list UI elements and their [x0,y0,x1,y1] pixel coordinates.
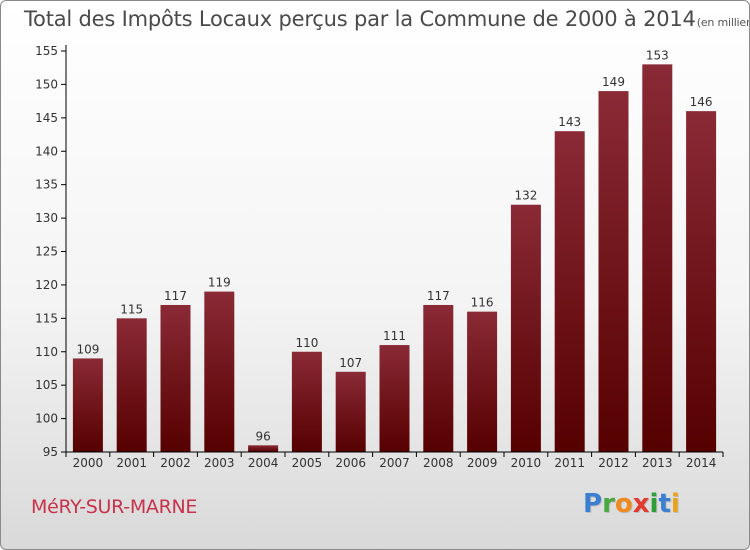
bar-2008 [423,304,454,452]
brand-letter: i [649,489,659,519]
chart-title-text: Total des Impôts Locaux perçus par la Co… [24,7,696,31]
y-tick-label: 135 [35,178,58,192]
bar-value-label: 111 [383,329,406,343]
bar-value-label: 109 [76,342,99,356]
brand-letter: i [670,489,680,519]
x-tick-label: 2004 [248,456,279,470]
x-tick-label: 2005 [292,456,323,470]
y-tick-label: 155 [35,44,58,58]
bar-value-label: 96 [255,429,270,443]
brand-letter: x [632,489,650,519]
x-tick-label: 2003 [204,456,235,470]
x-tick-label: 2010 [511,456,542,470]
y-tick-label: 150 [35,77,58,91]
bar-value-label: 110 [295,336,318,350]
bar-value-label: 153 [646,48,669,62]
bar-2012 [598,91,629,452]
x-tick-label: 2009 [467,456,498,470]
y-tick-label: 105 [35,378,58,392]
x-tick-label: 2001 [116,456,147,470]
bar-2010 [510,204,541,452]
x-tick-label: 2007 [379,456,410,470]
y-tick-label: 125 [35,245,58,259]
bars: 109 115 117 119 96 110 107 111 117 116 132 143 149 15… [72,48,717,453]
bar-value-label: 116 [471,296,494,310]
bar-value-label: 115 [120,302,143,316]
y-tick-label: 95 [43,445,58,459]
x-tick-label: 2006 [335,456,366,470]
bar-2006 [335,371,366,452]
commune-name: MéRY-SUR-MARNE [31,496,198,518]
x-tick-label: 2002 [160,456,191,470]
x-tick-label: 2013 [642,456,673,470]
x-tick-label: 2000 [73,456,104,470]
brand-letter: o [614,489,633,519]
y-axis: 95 100 105 110 115 120 125 130 135 140 145 150 155 [35,44,67,459]
bar-2005 [291,351,322,452]
bar-2013 [642,64,673,452]
x-tick-label: 2008 [423,456,454,470]
y-tick-label: 100 [35,412,58,426]
y-tick-label: 115 [35,311,58,325]
bar-2002 [160,304,191,452]
bar-2001 [116,318,147,452]
bar-value-label: 117 [164,289,187,303]
brand-letter: t [658,489,671,519]
brand-letter: P [583,489,603,519]
bar-value-label: 117 [427,289,450,303]
chart-title: Total des Impôts Locaux perçus par la Co… [24,7,750,31]
bar-value-label: 143 [558,115,581,129]
brand-logo: Proxiti [583,489,680,519]
y-tick-label: 140 [35,144,58,158]
bar-2007 [379,345,410,452]
bar-2011 [554,131,585,452]
y-tick-label: 130 [35,211,58,225]
x-axis: 2000 2001 2002 2003 2004 2005 2006 2007 2008 2009… [65,451,724,470]
y-tick-label: 120 [35,278,58,292]
chart-unit-label: (en milliers d'€) [696,16,750,29]
bar-value-label: 146 [690,95,713,109]
bar-2004 [248,445,279,452]
y-tick-label: 110 [35,345,58,359]
bar-value-label: 107 [339,356,362,370]
bar-2014 [686,111,717,453]
bar-value-label: 119 [208,276,231,290]
bar-value-label: 149 [602,75,625,89]
bar-2009 [467,311,498,452]
y-tick-label: 145 [35,111,58,125]
x-tick-label: 2014 [686,456,717,470]
x-tick-label: 2012 [598,456,629,470]
bar-2003 [204,291,235,452]
x-tick-label: 2011 [554,456,585,470]
bar-2000 [72,358,103,452]
bar-value-label: 132 [514,189,537,203]
brand-letter: r [602,489,615,519]
